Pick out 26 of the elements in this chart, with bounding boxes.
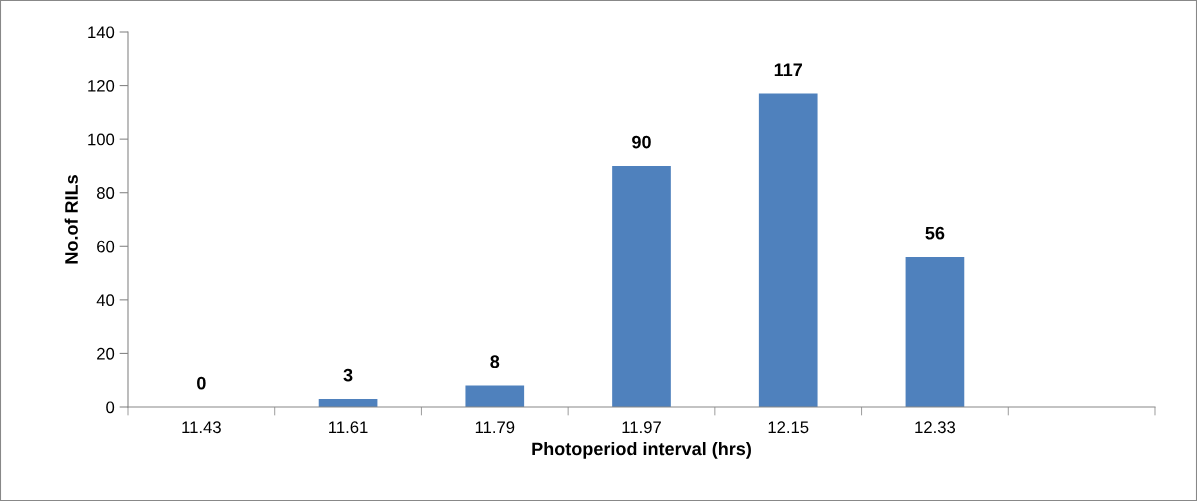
y-tick-label: 0	[106, 401, 115, 414]
x-tick-label: 11.97	[622, 421, 661, 434]
x-tick-label: 12.15	[768, 421, 809, 434]
bar	[758, 93, 818, 407]
x-tick-label: 12.33	[915, 421, 956, 434]
x-axis-title: Photoperiod interval (hrs)	[532, 441, 751, 459]
data-label: 3	[343, 368, 353, 382]
y-tick-label: 100	[88, 133, 115, 146]
bar	[612, 165, 671, 407]
data-label: 117	[774, 63, 802, 76]
data-label: 8	[490, 355, 500, 369]
x-tick-label: 11.79	[475, 421, 515, 434]
x-tick-label: 11.43	[182, 421, 221, 434]
bar	[465, 385, 525, 407]
data-label: 90	[632, 135, 651, 149]
y-tick-label: 40	[96, 294, 115, 307]
y-tick-label: 20	[97, 347, 115, 360]
y-tick-label: 60	[97, 240, 115, 253]
data-label: 0	[197, 376, 206, 390]
data-label: 56	[925, 226, 945, 240]
x-tick-label: 11.61	[329, 421, 368, 434]
y-tick-label: 120	[88, 79, 115, 92]
bar	[905, 257, 965, 407]
y-tick-label: 80	[96, 187, 115, 199]
y-axis-title: No.of RILs	[64, 175, 78, 264]
y-tick-label: 140	[88, 26, 115, 39]
